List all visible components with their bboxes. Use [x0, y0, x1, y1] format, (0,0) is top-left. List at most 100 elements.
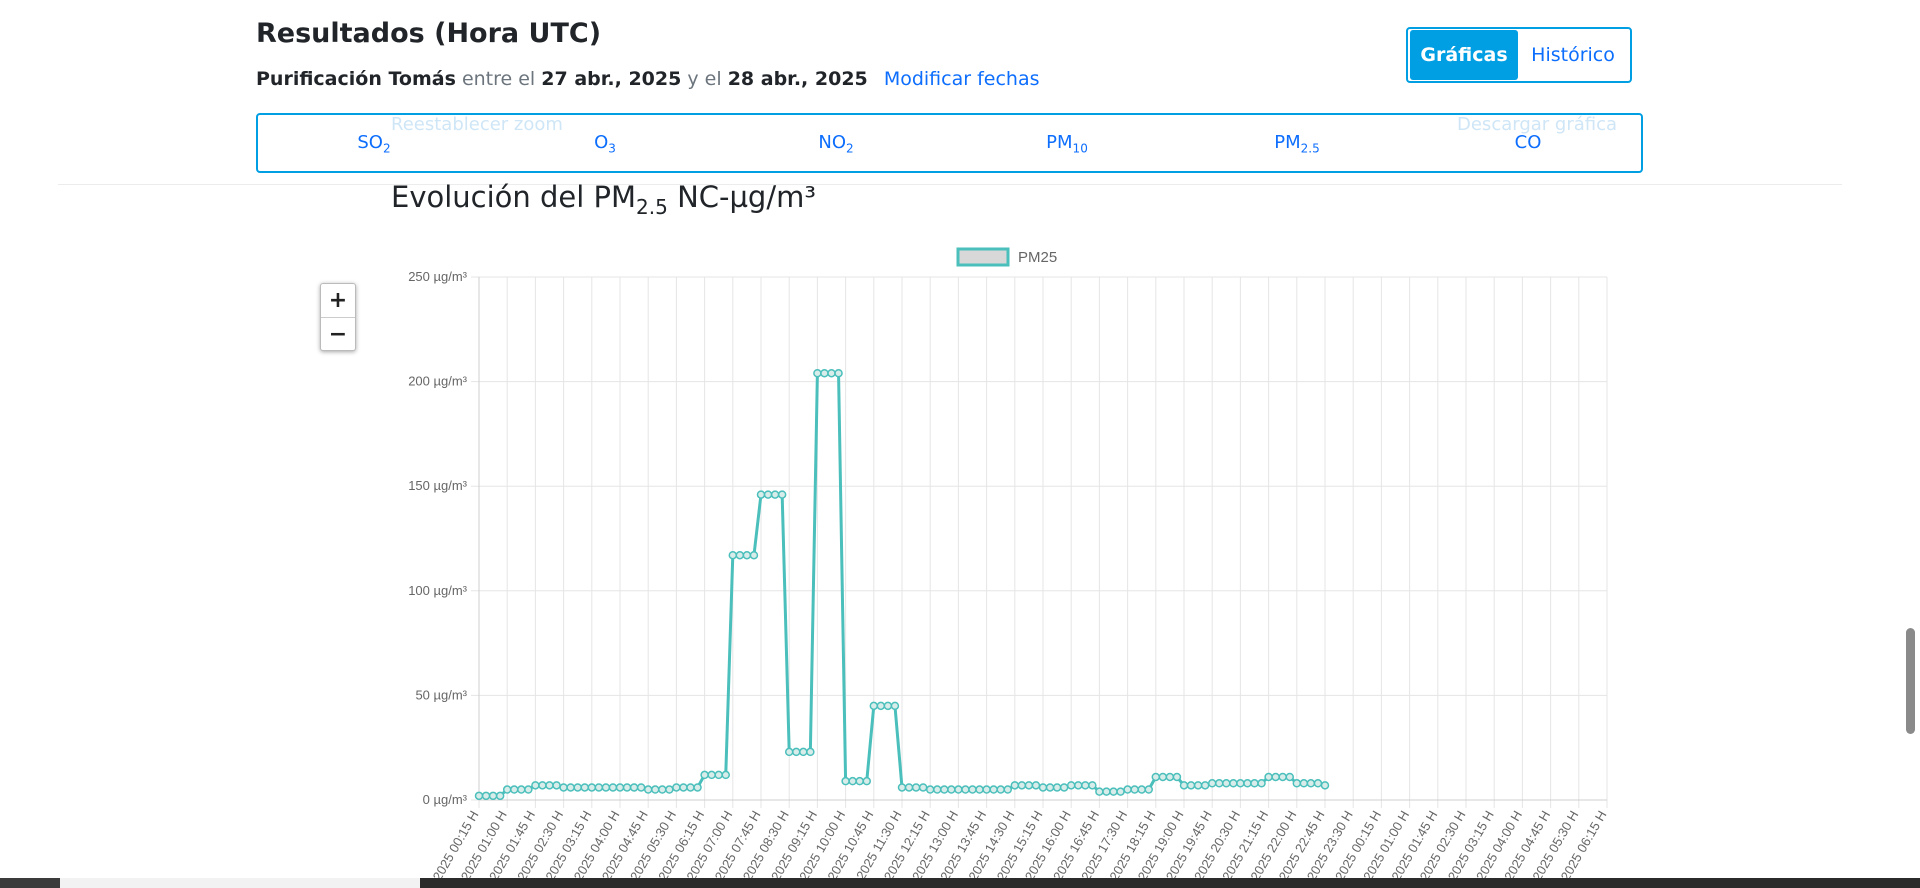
- chart-title-subscript: 2.5: [636, 194, 668, 219]
- data-point: [531, 781, 540, 790]
- chart-title: Evolución del PM2.5 NC-µg/m³: [391, 180, 816, 219]
- data-point: [552, 781, 561, 790]
- data-point: [777, 490, 787, 499]
- data-point: [820, 368, 829, 378]
- data-point: [1243, 779, 1252, 788]
- chart-title-text: Evolución del PM: [391, 180, 637, 214]
- data-point: [1236, 779, 1245, 788]
- section-divider: [58, 184, 1842, 185]
- data-point: [1200, 781, 1210, 790]
- data-point: [1038, 783, 1048, 792]
- data-point: [848, 776, 857, 786]
- tab-pm25-subscript: 2.5: [1300, 141, 1320, 156]
- tab-o3[interactable]: O3: [594, 132, 616, 156]
- data-point: [1186, 781, 1196, 790]
- data-point: [1285, 772, 1294, 782]
- y-tick-label: 100 µg/m³: [408, 583, 467, 598]
- view-toggle: Gráficas Histórico: [1406, 27, 1632, 83]
- data-point: [742, 550, 752, 560]
- data-point: [1320, 781, 1330, 790]
- tab-pm25[interactable]: PM2.5: [1274, 132, 1319, 156]
- data-point: [1081, 781, 1090, 790]
- data-point: [827, 368, 836, 378]
- data-point: [615, 783, 625, 792]
- data-point: [1215, 779, 1224, 788]
- and-text: y el: [687, 68, 722, 90]
- legend-swatch: [956, 247, 1010, 267]
- data-point: [1059, 783, 1069, 792]
- data-point: [601, 783, 611, 792]
- zoom-out-button[interactable]: −: [321, 317, 355, 351]
- data-point: [517, 785, 526, 794]
- data-point: [756, 490, 766, 499]
- data-point: [1088, 781, 1097, 790]
- data-point: [1278, 772, 1287, 782]
- tab-so2-subscript: 2: [382, 141, 391, 156]
- data-point: [925, 785, 935, 794]
- data-point: [1045, 783, 1055, 792]
- data-point: [1130, 785, 1139, 794]
- data-point: [1264, 772, 1273, 782]
- data-point: [940, 785, 949, 794]
- data-point: [813, 368, 822, 378]
- download-chart-button[interactable]: Descargar gráfica: [1457, 114, 1618, 135]
- tab-so2[interactable]: SO2: [357, 132, 390, 156]
- charts-view-button[interactable]: Gráficas: [1410, 30, 1519, 80]
- data-point: [651, 785, 660, 794]
- data-point: [904, 783, 914, 792]
- data-point: [954, 785, 963, 794]
- data-point: [580, 783, 589, 792]
- data-point: [918, 783, 928, 792]
- data-point: [947, 785, 956, 794]
- tab-no2[interactable]: NO2: [818, 132, 853, 156]
- data-point: [481, 791, 491, 801]
- taskbar-segment-dark: [420, 878, 1920, 888]
- zoom-in-button[interactable]: +: [328, 288, 348, 313]
- scrollbar-thumb[interactable]: [1906, 628, 1915, 734]
- data-point: [1031, 781, 1041, 790]
- data-point: [806, 747, 815, 757]
- tab-pm10-label: PM: [1046, 132, 1073, 153]
- modify-dates-link[interactable]: Modificar fechas: [883, 68, 1040, 90]
- data-point: [1109, 787, 1118, 796]
- data-point: [629, 783, 639, 792]
- data-point: [834, 368, 843, 378]
- pollutant-tabs: SO2 O3 NO2 PM10 PM2.5 CO: [256, 113, 1643, 173]
- data-point: [622, 783, 632, 792]
- history-view-button[interactable]: Histórico: [1531, 44, 1615, 66]
- data-point: [587, 783, 597, 792]
- results-subtitle: Purificación Tomás entre el 27 abr., 202…: [256, 68, 1040, 90]
- tab-o3-subscript: 3: [608, 141, 616, 156]
- data-point: [1165, 772, 1175, 782]
- reset-zoom-button[interactable]: Reestablecer zoom: [391, 114, 563, 135]
- data-point: [1306, 779, 1316, 788]
- data-point: [1151, 772, 1161, 782]
- tab-co[interactable]: CO: [1515, 132, 1542, 153]
- data-point: [1137, 785, 1146, 794]
- tab-pm25-label: PM: [1274, 132, 1301, 153]
- data-point: [862, 776, 871, 786]
- data-point: [968, 785, 977, 794]
- data-point: [883, 701, 893, 711]
- legend-label: PM25: [1018, 249, 1057, 266]
- data-point: [1010, 781, 1020, 790]
- data-point: [545, 781, 554, 790]
- data-point: [961, 785, 970, 794]
- tab-no2-label: NO: [818, 132, 846, 153]
- tab-pm10[interactable]: PM10: [1046, 132, 1088, 156]
- data-point: [1229, 779, 1238, 788]
- data-point: [841, 776, 850, 786]
- data-point: [1257, 779, 1266, 788]
- between-text: entre el: [461, 68, 536, 90]
- data-point: [1102, 787, 1111, 796]
- data-point: [488, 791, 498, 801]
- data-point: [608, 783, 618, 792]
- data-point: [679, 783, 688, 792]
- data-point: [594, 783, 604, 792]
- data-point: [735, 550, 745, 560]
- data-point: [1250, 779, 1259, 788]
- data-point: [1222, 779, 1231, 788]
- y-tick-label: 200 µg/m³: [408, 374, 467, 389]
- data-point: [763, 490, 773, 499]
